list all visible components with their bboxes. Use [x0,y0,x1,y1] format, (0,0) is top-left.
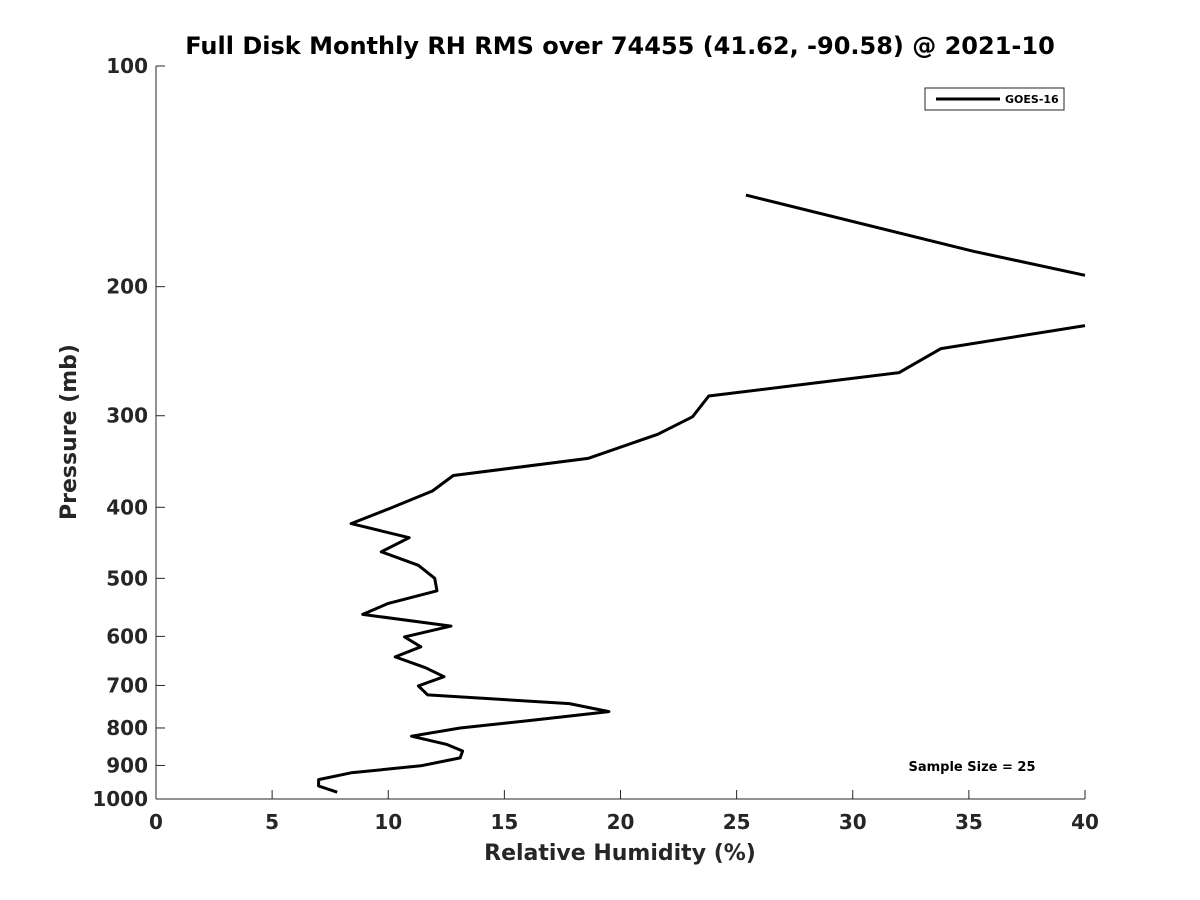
y-tick-label: 200 [106,275,148,299]
y-tick-label: 700 [106,673,148,697]
legend-label-goes-16: GOES-16 [1005,93,1059,106]
axes [155,66,1085,800]
sample-size-note: Sample Size = 25 [908,760,1035,775]
y-tick-label: 100 [106,54,148,78]
chart-title: Full Disk Monthly RH RMS over 74455 (41.… [185,32,1055,60]
y-tick-label: 600 [106,624,148,648]
x-tick-label: 0 [149,810,163,834]
x-tick-label: 20 [607,810,635,834]
x-tick-label: 25 [723,810,751,834]
y-tick-label: 400 [106,495,148,519]
y-tick-label: 500 [106,566,148,590]
y-tick-label: 900 [106,753,148,777]
x-tick-label: 35 [955,810,983,834]
series-line-goes-16-segment-2 [317,324,1086,794]
x-tick-label: 30 [839,810,867,834]
y-ticks: 100 200 300 400 500 600 700 800 900 1000 [92,54,165,811]
x-tick-label: 5 [265,810,279,834]
x-tick-label: 40 [1071,810,1099,834]
y-tick-label: 300 [106,404,148,428]
legend: GOES-16 [924,87,1065,111]
x-axis-label: Relative Humidity (%) [484,841,756,866]
y-axis-label: Pressure (mb) [57,344,82,520]
series-layer [317,193,1086,794]
x-tick-label: 15 [490,810,518,834]
y-tick-label: 800 [106,716,148,740]
x-ticks: 0 5 10 15 20 25 30 35 40 [149,790,1099,834]
y-tick-label: 1000 [92,787,148,811]
x-tick-label: 10 [374,810,402,834]
series-line-goes-16-segment-1 [745,193,1086,277]
